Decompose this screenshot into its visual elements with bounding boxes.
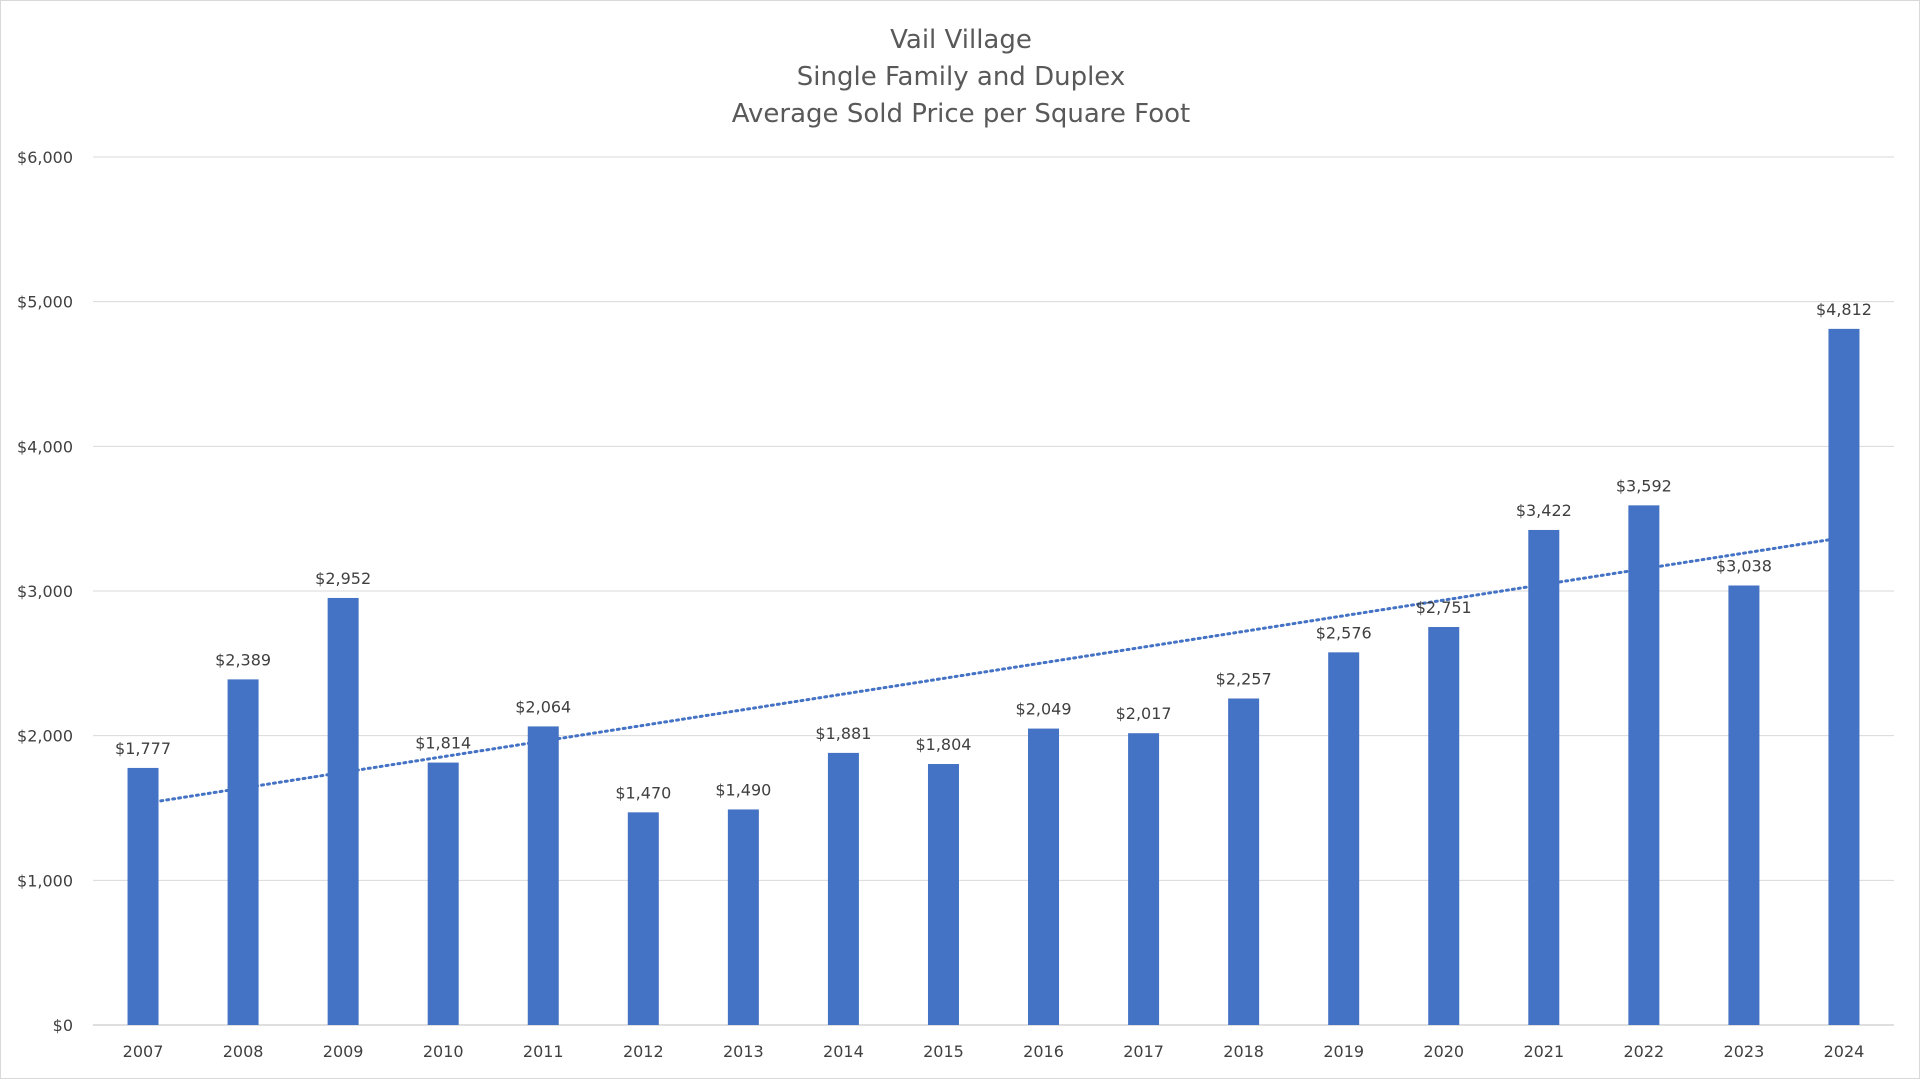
data-label: $4,812 <box>1816 300 1872 319</box>
data-label: $2,751 <box>1416 598 1472 617</box>
data-label: $1,470 <box>615 783 671 802</box>
data-labels: $1,777 $2,389 $2,952 $1,814 $2,064 $1,470 $1,4… <box>115 300 1872 802</box>
bar <box>1628 505 1660 1026</box>
data-label: $2,576 <box>1316 623 1372 642</box>
x-tick-label: 2022 <box>1624 1042 1665 1061</box>
bar <box>1128 733 1160 1025</box>
bar <box>627 812 659 1025</box>
data-label: $1,881 <box>815 724 871 743</box>
x-tick-label: 2020 <box>1423 1042 1464 1061</box>
data-label: $2,257 <box>1216 669 1272 688</box>
chart-title-line-2: Single Family and Duplex <box>797 62 1125 92</box>
x-tick-label: 2008 <box>223 1042 264 1061</box>
y-tick-label: $0 <box>53 1016 73 1035</box>
bars <box>127 328 1860 1026</box>
bar <box>1328 652 1360 1025</box>
x-tick-label: 2024 <box>1824 1042 1865 1061</box>
bar <box>927 764 959 1025</box>
bar <box>127 767 159 1025</box>
bar <box>227 679 259 1025</box>
bar <box>327 597 359 1025</box>
x-tick-label: 2013 <box>723 1042 764 1061</box>
data-label: $2,952 <box>315 569 371 588</box>
data-label: $2,064 <box>515 697 571 716</box>
x-tick-label: 2019 <box>1323 1042 1364 1061</box>
data-label: $2,389 <box>215 650 271 669</box>
x-tick-label: 2017 <box>1123 1042 1164 1061</box>
y-tick-label: $1,000 <box>17 871 73 890</box>
bar <box>827 752 859 1025</box>
gridlines <box>93 156 1894 1026</box>
chart-title-line-3: Average Sold Price per Square Foot <box>732 99 1190 129</box>
y-tick-label: $6,000 <box>17 148 73 167</box>
x-tick-label: 2009 <box>323 1042 364 1061</box>
bar <box>427 762 459 1025</box>
x-tick-label: 2023 <box>1724 1042 1765 1061</box>
y-tick-label: $5,000 <box>17 293 73 312</box>
y-tick-label: $3,000 <box>17 582 73 601</box>
data-label: $1,777 <box>115 739 171 758</box>
x-tick-label: 2010 <box>423 1042 464 1061</box>
bar <box>1428 627 1460 1025</box>
x-tick-label: 2007 <box>123 1042 164 1061</box>
trendline-group <box>141 535 1846 806</box>
data-label: $2,017 <box>1116 704 1172 723</box>
bar <box>1028 728 1060 1025</box>
x-tick-label: 2021 <box>1523 1042 1564 1061</box>
bar <box>727 809 759 1025</box>
data-label: $1,814 <box>415 734 471 753</box>
data-label: $3,592 <box>1616 476 1672 495</box>
bar <box>1728 585 1760 1025</box>
data-label: $1,804 <box>915 735 971 754</box>
x-tick-label: 2012 <box>623 1042 664 1061</box>
x-tick-label: 2018 <box>1223 1042 1264 1061</box>
y-tick-label: $2,000 <box>17 727 73 746</box>
chart-title-line-1: Vail Village <box>890 25 1032 55</box>
x-axis-tick-labels: 2007 2008 2009 2010 2011 2012 2013 2014 2015 2016… <box>123 1042 1865 1061</box>
data-label: $3,422 <box>1516 501 1572 520</box>
x-tick-label: 2016 <box>1023 1042 1064 1061</box>
trendline <box>141 535 1846 806</box>
bar <box>1228 698 1260 1025</box>
x-tick-label: 2011 <box>523 1042 564 1061</box>
x-tick-label: 2014 <box>823 1042 864 1061</box>
chart-title: Vail Village Single Family and Duplex Av… <box>732 25 1190 129</box>
x-tick-label: 2015 <box>923 1042 964 1061</box>
data-label: $1,490 <box>715 780 771 799</box>
y-axis-tick-labels: $0 $1,000 $2,000 $3,000 $4,000 $5,000 $6,000 <box>17 148 73 1035</box>
y-tick-label: $4,000 <box>17 437 73 456</box>
bar <box>1828 328 1860 1025</box>
data-label: $2,049 <box>1016 700 1072 719</box>
bar <box>527 726 559 1025</box>
bar <box>1528 529 1560 1025</box>
data-label: $3,038 <box>1716 557 1772 576</box>
